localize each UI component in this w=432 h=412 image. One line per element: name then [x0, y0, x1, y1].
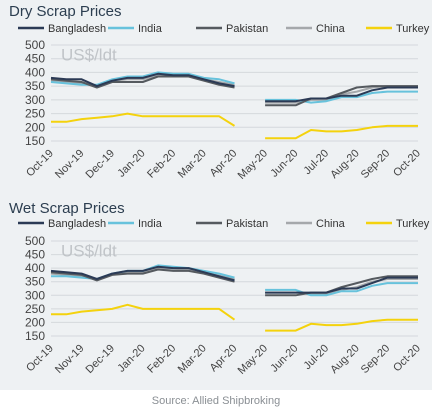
x-tick-label: Jan-20 [115, 147, 147, 179]
legend-label: China [316, 23, 346, 35]
legend-label: India [138, 23, 163, 35]
x-tick-label: Sep-20 [359, 342, 393, 376]
x-tick-label: Apr-20 [208, 342, 240, 374]
x-tick-label: Feb-20 [145, 147, 178, 180]
y-tick-label: 300 [25, 93, 45, 107]
series-line-pakistan [50, 75, 235, 89]
x-tick-label: Mar-20 [176, 147, 209, 180]
y-tick-label: 150 [25, 134, 45, 148]
legend-label: Bangladesh [48, 218, 106, 230]
charts-svg: Dry Scrap Prices Bangladesh India Pakistan C… [9, 3, 430, 377]
x-tick-label: May-20 [236, 147, 270, 181]
x-tick-label: Mar-20 [176, 342, 209, 375]
chart-title: Dry Scrap Prices [9, 3, 122, 20]
x-tick-label: May-20 [236, 342, 270, 376]
chart-title: Wet Scrap Prices [9, 200, 125, 217]
series-line-india [50, 71, 235, 86]
y-tick-label: 150 [25, 329, 45, 343]
series-line-bangladesh [265, 276, 418, 294]
series-line-bangladesh [265, 86, 418, 103]
x-tick-label: Oct-20 [391, 147, 423, 179]
series-line-turkey [265, 318, 418, 332]
y-tick-label: 300 [25, 288, 45, 302]
x-tick-label: Aug-20 [328, 147, 362, 181]
x-tick-label: Oct-19 [24, 147, 56, 179]
y-tick-label: 250 [25, 107, 45, 121]
y-tick-label: 500 [25, 38, 45, 52]
series-line-pakistan [50, 268, 235, 283]
x-tick-label: Nov-19 [53, 342, 87, 376]
y-tick-label: 350 [25, 275, 45, 289]
source-caption: Source: Allied Shipbroking [151, 395, 281, 407]
y-tick-label: 400 [25, 261, 45, 275]
x-tick-label: Jul-20 [302, 342, 332, 372]
x-tick-label: Sep-20 [359, 147, 393, 181]
legend-label: Bangladesh [48, 23, 106, 35]
x-tick-label: Nov-19 [53, 147, 87, 181]
legend-label: Pakistan [226, 23, 268, 35]
x-tick-label: Jun-20 [268, 147, 300, 179]
legend-label: Pakistan [226, 218, 268, 230]
y-tick-label: 200 [25, 120, 45, 134]
series-line-turkey [265, 124, 418, 140]
x-tick-label: Jun-20 [268, 342, 300, 374]
figure: Dry Scrap Prices Bangladesh India Pakistan C… [0, 0, 432, 390]
y-tick-label: 200 [25, 315, 45, 329]
x-tick-label: Dec-19 [84, 342, 118, 376]
series-line-bangladesh [50, 265, 235, 282]
series-line-bangladesh [50, 72, 235, 88]
series-line-pakistan [265, 275, 418, 297]
y-tick-label: 400 [25, 65, 45, 79]
unit-label: US$/ldt [61, 46, 117, 65]
x-tick-label: Feb-20 [145, 342, 178, 375]
y-tick-label: 450 [25, 248, 45, 262]
y-tick-label: 450 [25, 52, 45, 66]
legend-label: China [316, 218, 346, 230]
legend-label: Turkey [396, 218, 430, 230]
x-tick-label: Oct-19 [24, 342, 56, 374]
series-line-pakistan [265, 85, 418, 107]
x-tick-label: Apr-20 [208, 147, 240, 179]
x-tick-label: Jul-20 [302, 147, 332, 177]
legend-label: Turkey [396, 23, 430, 35]
legend-label: India [138, 218, 163, 230]
unit-label: US$/ldt [61, 242, 117, 261]
y-tick-label: 350 [25, 79, 45, 93]
y-tick-label: 250 [25, 302, 45, 316]
series-line-turkey [51, 112, 236, 127]
y-tick-label: 500 [25, 234, 45, 248]
x-tick-label: Oct-20 [391, 342, 423, 374]
x-tick-label: Dec-19 [84, 147, 118, 181]
x-tick-label: Jan-20 [115, 342, 147, 374]
series-line-turkey [51, 303, 236, 321]
x-tick-label: Aug-20 [328, 342, 362, 376]
